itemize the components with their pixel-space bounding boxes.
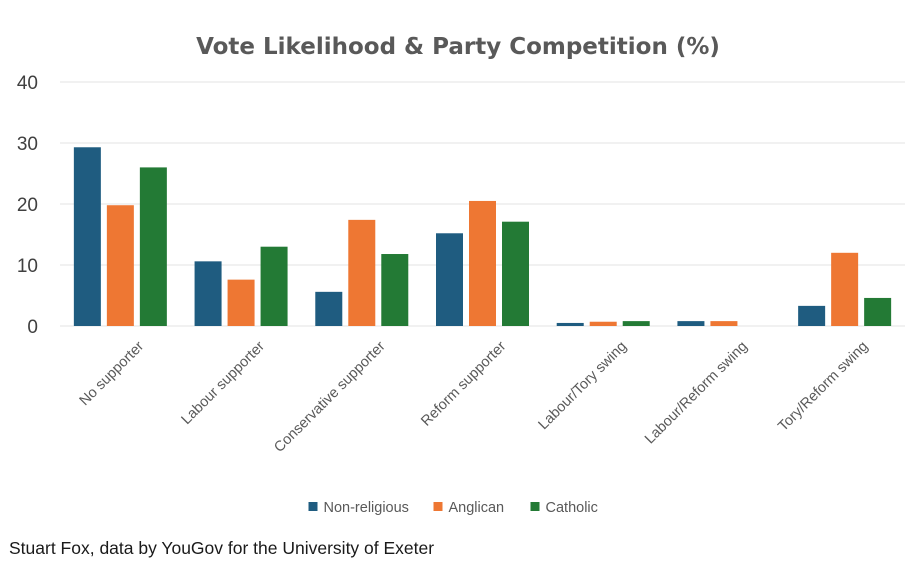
bar-catholic-4 xyxy=(502,221,529,326)
bar-non-religious-3 xyxy=(315,291,343,326)
legend-label: Catholic xyxy=(546,500,598,516)
bar-catholic-1 xyxy=(139,167,167,326)
x-tick-label: No supporter xyxy=(77,338,148,409)
source-caption: Stuart Fox, data by YouGov for the Unive… xyxy=(9,538,435,558)
legend-label: Non-religious xyxy=(324,500,409,516)
bar-catholic-3 xyxy=(381,254,409,326)
bars xyxy=(73,147,892,326)
y-tick-label: 20 xyxy=(17,195,38,216)
bar-non-religious-2 xyxy=(194,261,222,326)
bar-non-religious-5 xyxy=(556,322,584,326)
bar-non-religious-6 xyxy=(677,321,705,326)
bar-catholic-2 xyxy=(260,246,288,326)
x-tick-label: Reform supporter xyxy=(418,338,509,429)
bar-anglican-6 xyxy=(710,321,738,326)
y-axis-ticks: 0 10 20 30 40 xyxy=(17,73,38,338)
x-tick-label: Tory/Reform swing xyxy=(775,339,871,435)
x-tick-label: Labour supporter xyxy=(178,338,268,428)
bar-non-religious-7 xyxy=(798,305,826,326)
bar-catholic-7 xyxy=(864,297,892,326)
bar-anglican-3 xyxy=(348,219,376,326)
legend-swatch xyxy=(530,502,540,511)
bar-anglican-1 xyxy=(106,205,134,326)
x-tick-label: Labour/Tory swing xyxy=(536,339,631,434)
y-tick-label: 30 xyxy=(17,134,38,155)
bar-anglican-4 xyxy=(469,200,496,326)
bar-non-religious-1 xyxy=(73,147,101,326)
legend: Non-religious Anglican Catholic xyxy=(308,500,598,516)
x-tick-label: Labour/Reform swing xyxy=(642,339,751,448)
y-tick-label: 40 xyxy=(17,73,38,94)
y-tick-label: 0 xyxy=(27,317,38,338)
chart: Vote Likelihood & Party Competition (%) … xyxy=(17,34,905,516)
bar-catholic-5 xyxy=(622,321,650,326)
legend-label: Anglican xyxy=(449,500,505,516)
bar-non-religious-4 xyxy=(436,233,463,326)
bar-anglican-5 xyxy=(589,321,617,326)
x-axis-ticks: No supporter Labour supporter Conservative… xyxy=(77,338,872,455)
legend-swatch xyxy=(433,502,443,511)
x-tick-label: Conservative supporter xyxy=(271,338,388,455)
legend-swatch xyxy=(308,502,318,511)
y-tick-label: 10 xyxy=(17,256,38,277)
bar-anglican-2 xyxy=(227,279,255,326)
bar-anglican-7 xyxy=(831,252,859,326)
chart-title: Vote Likelihood & Party Competition (%) xyxy=(196,34,720,60)
